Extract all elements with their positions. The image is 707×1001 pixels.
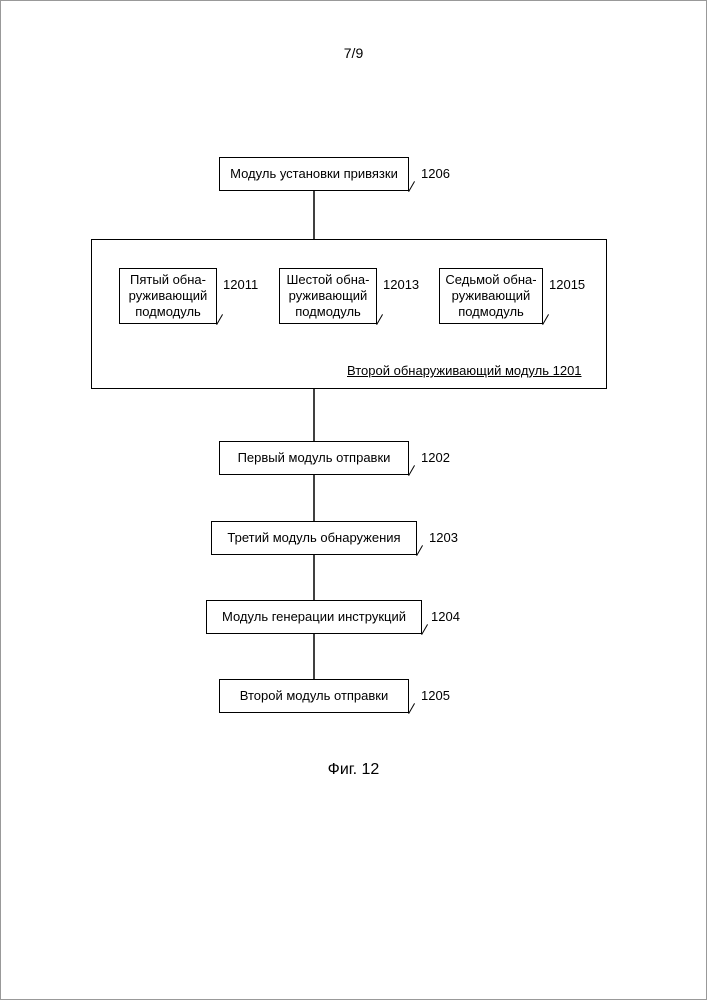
ref-1205: 1205 xyxy=(421,688,450,703)
ref-1202: 1202 xyxy=(421,450,450,465)
container-module-1201-label: Второй обнаруживающий модуль 1201 xyxy=(347,363,582,378)
box-label: Третий модуль обнаружения xyxy=(227,530,400,546)
box-label: Модуль генерации инструкций xyxy=(222,609,406,625)
box-second-send-module: Второй модуль отправки xyxy=(219,679,409,713)
box-fifth-detect-submodule: Пятый обна- руживающий подмодуль xyxy=(119,268,217,324)
ref-1204: 1204 xyxy=(431,609,460,624)
ref-1206: 1206 xyxy=(421,166,450,181)
box-label: Седьмой обна- руживающий подмодуль xyxy=(445,272,536,321)
figure-caption: Фиг. 12 xyxy=(1,761,706,779)
box-label: Первый модуль отправки xyxy=(238,450,391,466)
box-third-detect-module: Третий модуль обнаружения xyxy=(211,521,417,555)
box-label: Второй модуль отправки xyxy=(240,688,389,704)
box-seventh-detect-submodule: Седьмой обна- руживающий подмодуль xyxy=(439,268,543,324)
ref-12011: 12011 xyxy=(223,277,258,292)
box-instruction-gen-module: Модуль генерации инструкций xyxy=(206,600,422,634)
box-label: Пятый обна- руживающий подмодуль xyxy=(129,272,208,321)
box-binding-setup-module: Модуль установки привязки xyxy=(219,157,409,191)
ref-1203: 1203 xyxy=(429,530,458,545)
box-sixth-detect-submodule: Шестой обна- руживающий подмодуль xyxy=(279,268,377,324)
box-label: Модуль установки привязки xyxy=(230,166,398,182)
connectors-svg xyxy=(1,1,707,1001)
box-first-send-module: Первый модуль отправки xyxy=(219,441,409,475)
box-label: Шестой обна- руживающий подмодуль xyxy=(287,272,370,321)
ref-12013: 12013 xyxy=(383,277,419,292)
ref-12015: 12015 xyxy=(549,277,585,292)
page-canvas: 7/9 Второй обнаруживающий модуль 1201 Мо… xyxy=(0,0,707,1000)
